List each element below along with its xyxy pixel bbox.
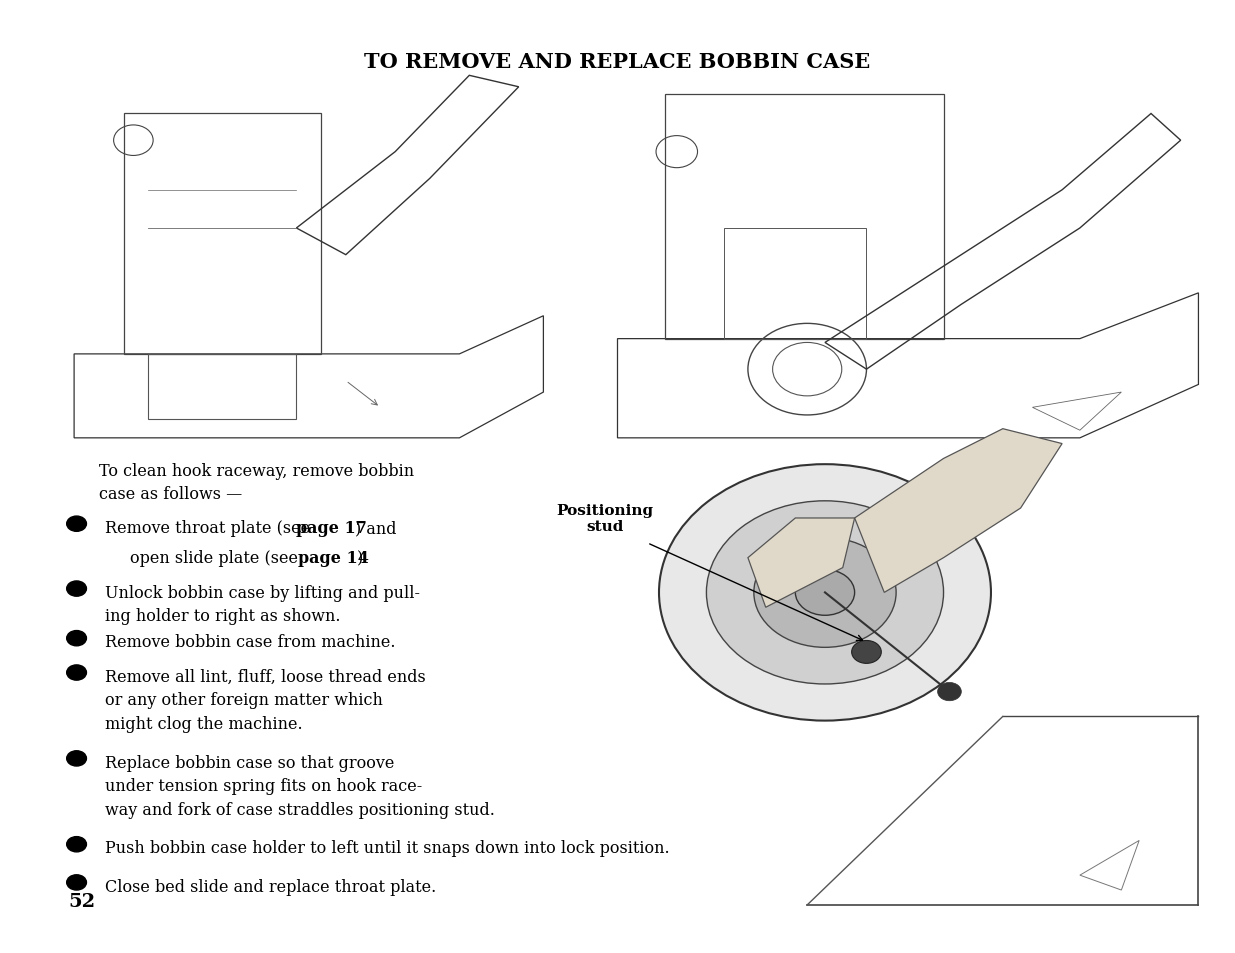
Text: page 17: page 17 xyxy=(296,519,367,537)
Circle shape xyxy=(67,631,86,646)
Polygon shape xyxy=(748,518,855,608)
Circle shape xyxy=(67,875,86,890)
Circle shape xyxy=(659,465,990,720)
Circle shape xyxy=(67,665,86,680)
Text: Remove all lint, fluff, loose thread ends
or any other foreign matter which
migh: Remove all lint, fluff, loose thread end… xyxy=(105,668,426,732)
Text: ) and: ) and xyxy=(356,519,396,537)
Circle shape xyxy=(753,537,897,648)
Text: TO REMOVE AND REPLACE BOBBIN CASE: TO REMOVE AND REPLACE BOBBIN CASE xyxy=(364,52,871,71)
Circle shape xyxy=(706,501,944,684)
Circle shape xyxy=(937,682,961,701)
Text: Remove bobbin case from machine.: Remove bobbin case from machine. xyxy=(105,634,395,651)
Text: Push bobbin case holder to left until it snaps down into lock position.: Push bobbin case holder to left until it… xyxy=(105,840,669,857)
Text: 52: 52 xyxy=(68,892,95,910)
Circle shape xyxy=(67,837,86,852)
Circle shape xyxy=(67,581,86,597)
Text: open slide plate (see: open slide plate (see xyxy=(130,550,303,567)
Circle shape xyxy=(852,640,882,663)
Text: Positioning
stud: Positioning stud xyxy=(557,503,653,534)
Circle shape xyxy=(67,751,86,766)
Text: To clean hook raceway, remove bobbin
case as follows —: To clean hook raceway, remove bobbin cas… xyxy=(99,462,414,502)
Text: ).: ). xyxy=(357,550,368,567)
Text: Unlock bobbin case by lifting and pull-
ing holder to right as shown.: Unlock bobbin case by lifting and pull- … xyxy=(105,584,420,624)
Text: page 14: page 14 xyxy=(298,550,369,567)
Text: Replace bobbin case so that groove
under tension spring fits on hook race-
way a: Replace bobbin case so that groove under… xyxy=(105,754,495,818)
Text: Close bed slide and replace throat plate.: Close bed slide and replace throat plate… xyxy=(105,878,436,895)
Circle shape xyxy=(67,517,86,532)
Text: Remove throat plate (see: Remove throat plate (see xyxy=(105,519,315,537)
Polygon shape xyxy=(855,429,1062,593)
Circle shape xyxy=(795,570,855,616)
